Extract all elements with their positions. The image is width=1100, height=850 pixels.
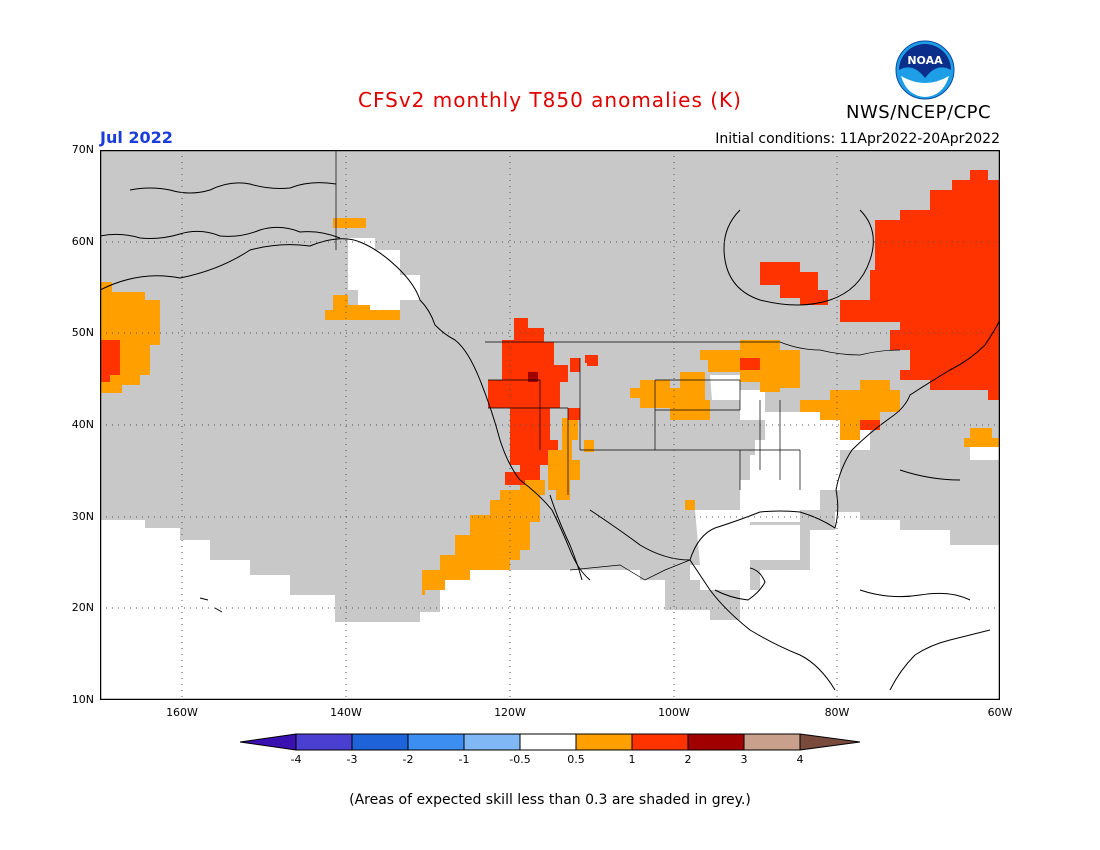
colorbar-segment-0.5-1 [576,734,632,750]
colorbar-segment-above-4 [800,734,860,750]
neutral-region-yukon [348,238,420,310]
colorbar-tick-minus3: -3 [346,753,358,766]
colorbar-segment-2-3 [688,734,744,750]
colorbar-segment-minus1-minus0.5 [464,734,520,750]
colorbar-tick-4: 4 [796,753,804,766]
month-label: Jul 2022 [100,128,173,147]
hot-anomaly-hudson-bay [760,262,828,305]
lat-label-20n: 20N [71,601,94,614]
very-hot-anomaly-idaho [528,372,538,382]
colorbar-segment-minus4-minus3 [296,734,352,750]
lat-label-70n: 70N [71,143,94,156]
hot-anomaly-northeast-coast [860,420,880,430]
colorbar-tick-minus2: -2 [402,753,414,766]
lon-label-60w: 60W [987,706,1013,719]
warm-anomaly-gulf-alaska [325,295,400,320]
neutral-region-pacific-south [100,512,1000,700]
colorbar-tick-1: 1 [628,753,636,766]
neutral-region-atlantic [970,447,1000,460]
neutral-region-gulf [690,510,800,590]
lat-label-60n: 60N [71,235,94,248]
hot-anomaly-nevada [568,408,580,420]
hot-anomaly-pacific-northwest [488,318,568,480]
hot-anomaly-great-lakes [740,358,760,370]
colorbar-segment-1-2 [632,734,688,750]
warm-anomaly-southwest [548,418,580,500]
colorbar [239,733,862,755]
lat-label-10n: 10N [71,693,94,706]
map-frame [99,149,1001,701]
organization-label: NWS/NCEP/CPC [846,102,992,123]
warm-anomaly-rockies [584,440,594,452]
colorbar-tick-2: 2 [684,753,692,766]
graticule [100,150,1000,700]
lat-label-50n: 50N [71,326,94,339]
colorbar-tick-minus1: -1 [458,753,470,766]
noaa-logo: NOAA [895,40,955,100]
hot-anomaly-idaho [570,358,580,372]
colorbar-segment-minus2-minus1 [408,734,464,750]
lon-label-120w: 120W [494,706,526,719]
warm-anomaly-texas [685,500,695,510]
colorbar-tick-0.5: 0.5 [567,753,585,766]
colorbar-segment-minus3-minus2 [352,734,408,750]
noaa-logo-text: NOAA [907,54,943,67]
map-title: CFSv2 monthly T850 anomalies (K) [358,88,742,112]
lat-label-40n: 40N [71,418,94,431]
lon-label-100w: 100W [658,706,690,719]
anomaly-map [99,149,1001,704]
political-borders [335,150,901,581]
lon-label-80w: 80W [824,706,850,719]
hot-anomaly-california-coast [505,472,525,485]
warm-anomaly-baja-offshore [422,480,545,595]
hot-anomaly-eastern-canada [840,170,1000,400]
lat-label-30n: 30N [71,510,94,523]
lon-label-160w: 160W [166,706,198,719]
hot-anomaly-north-dakota [585,355,598,363]
coastlines [99,182,1001,691]
skill-footnote: (Areas of expected skill less than 0.3 a… [349,792,751,808]
warm-anomaly-alaska-coast [333,218,366,228]
colorbar-tick-minus4: -4 [290,753,302,766]
warm-anomaly-central-plains [630,372,710,420]
colorbar-segment-neutral [520,734,576,750]
warm-anomaly-atlantic [964,428,1000,447]
colorbar-tick-minus0.5: -0.5 [509,753,531,766]
colorbar-tick-3: 3 [740,753,748,766]
lon-label-140w: 140W [330,706,362,719]
colorbar-segment-3-4 [744,734,800,750]
colorbar-segment-below-minus4 [240,734,296,750]
hot-anomaly-north-pacific [100,340,120,382]
initial-conditions-label: Initial conditions: 11Apr2022-20Apr2022 [715,131,1000,147]
